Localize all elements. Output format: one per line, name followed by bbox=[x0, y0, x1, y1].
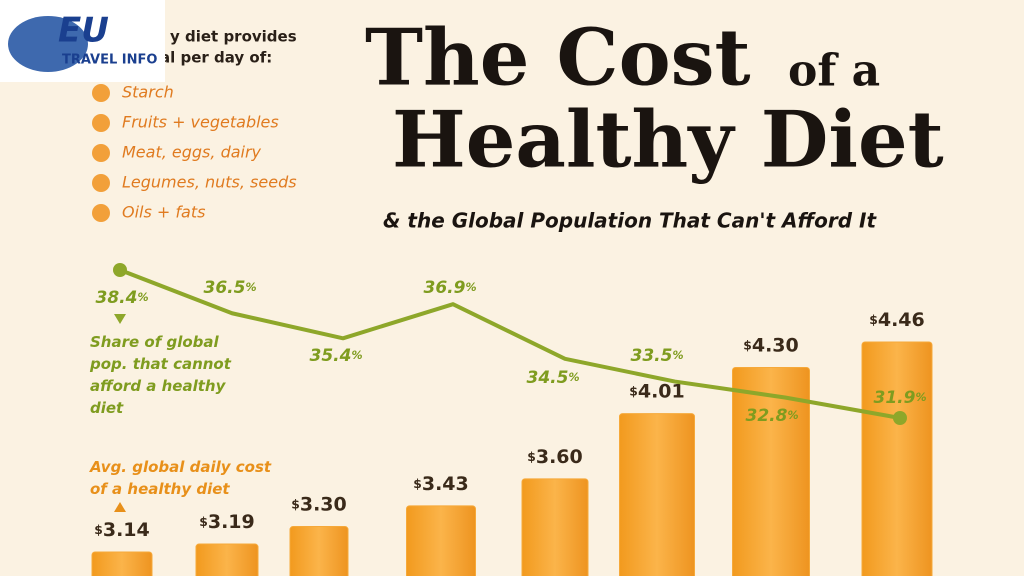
line-annotation: Share of global pop. that cannot afford … bbox=[90, 333, 231, 417]
legend-icon bbox=[92, 114, 110, 132]
bar bbox=[521, 478, 589, 576]
legend-label: Legumes, nuts, seeds bbox=[122, 173, 297, 192]
legend-icon bbox=[92, 204, 110, 222]
logo-title: EU bbox=[58, 11, 109, 51]
bar-value-label: $3.60 bbox=[527, 445, 582, 467]
legend-icon bbox=[92, 144, 110, 162]
legend-label: Oils + fats bbox=[122, 203, 205, 222]
logo-subtitle: TRAVEL INFO bbox=[62, 53, 157, 68]
bar bbox=[195, 543, 259, 576]
bar bbox=[732, 366, 810, 576]
bar-value-label: $4.01 bbox=[629, 380, 684, 402]
legend: Starch Fruits + vegetables Meat, eggs, dai… bbox=[92, 83, 297, 222]
chart-title: of a bbox=[788, 46, 880, 97]
bar-value-label: $3.30 bbox=[291, 493, 346, 515]
bar-value-label: $3.14 bbox=[94, 519, 149, 541]
line-value-label: 38.4% bbox=[95, 288, 148, 308]
logo-globe bbox=[8, 16, 88, 72]
line-layer: 38.4% 36.5% 35.4% 36.9% 34.5% 33.5% 32.8% 31.9% bbox=[95, 263, 927, 426]
line-value-label: 34.5% bbox=[526, 368, 579, 388]
legend-label: Starch bbox=[122, 83, 174, 102]
bar bbox=[289, 526, 349, 576]
line-value-label: 31.9% bbox=[873, 388, 926, 408]
line-value-label: 32.8% bbox=[745, 406, 798, 426]
bar bbox=[406, 505, 476, 576]
line-endpoint bbox=[113, 263, 127, 277]
line-value-label: 36.9% bbox=[423, 278, 476, 298]
line-value-label: 35.4% bbox=[309, 346, 362, 366]
chart-title: The Cost bbox=[365, 13, 751, 104]
chart-subtitle: & the Global Population That Can't Affor… bbox=[383, 209, 877, 233]
bar-value-label: $4.46 bbox=[869, 309, 924, 331]
logo: EU TRAVEL INFO bbox=[0, 0, 165, 82]
legend-label: Meat, eggs, dairy bbox=[122, 143, 262, 162]
bar-annotation: Avg. global daily cost of a healthy diet bbox=[90, 458, 272, 498]
line-value-label: 33.5% bbox=[630, 346, 683, 366]
legend-intro: al per day of: bbox=[160, 49, 272, 67]
bar-value-label: $4.30 bbox=[743, 334, 798, 356]
arrow bbox=[114, 314, 126, 324]
legend-label: Fruits + vegetables bbox=[122, 113, 279, 132]
bar bbox=[619, 413, 695, 576]
bars: $3.14 $3.19 $3.30 $3.43 $3.60 $4.01 $4.30 $4.46 bbox=[91, 309, 933, 576]
legend-icon bbox=[92, 174, 110, 192]
bar bbox=[861, 341, 933, 576]
legend-intro: y diet provides bbox=[170, 28, 297, 46]
line-series bbox=[119, 268, 901, 420]
chart-title: Healthy Diet bbox=[392, 95, 944, 186]
line-value-label: 36.5% bbox=[203, 278, 256, 298]
bar bbox=[91, 551, 153, 576]
bar-value-label: $3.43 bbox=[413, 472, 468, 494]
line-endpoint bbox=[893, 411, 907, 425]
bar-value-label: $3.19 bbox=[199, 511, 254, 533]
arrow bbox=[114, 502, 126, 512]
legend-icon bbox=[92, 84, 110, 102]
